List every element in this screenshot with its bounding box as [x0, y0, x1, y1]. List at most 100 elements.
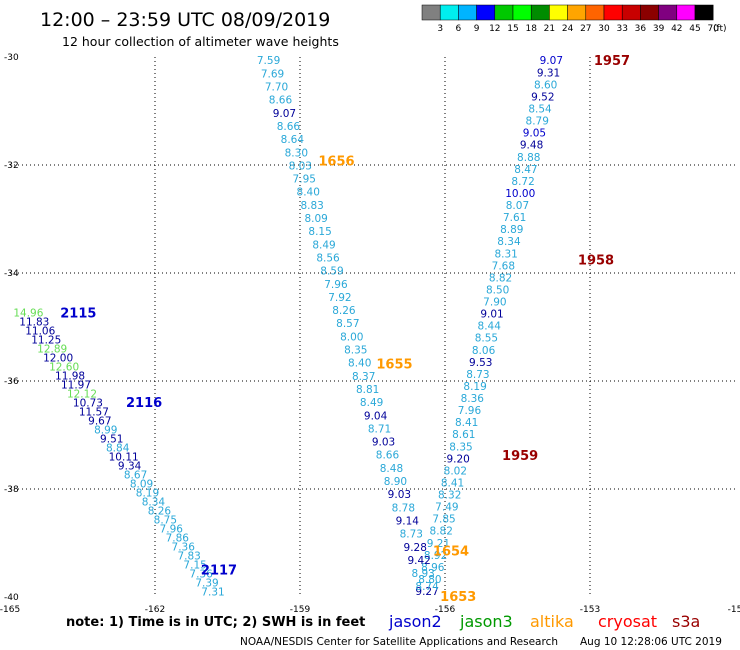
wave-height-value: 8.89: [500, 224, 523, 236]
colorbar-swatch: [512, 4, 532, 21]
x-tick-label: -165: [0, 605, 20, 615]
wave-height-value: 8.55: [475, 333, 498, 345]
colorbar-unit: (ft): [713, 24, 727, 34]
wave-height-value: 8.66: [269, 95, 293, 107]
wave-height-value: 9.67: [88, 415, 111, 427]
wave-height-value: 11.97: [61, 379, 91, 391]
wave-height-value: 12.60: [49, 361, 79, 373]
wave-height-value: 8.26: [148, 506, 172, 518]
footer-timestamp: Aug 10 12:28:06 UTC 2019: [580, 636, 722, 648]
wave-height-value: 9.42: [407, 555, 430, 567]
y-tick-label: -32: [4, 161, 19, 171]
wave-height-value: 8.59: [320, 266, 343, 278]
wave-height-value: 8.74: [415, 581, 439, 593]
colorbar-swatch: [567, 4, 587, 21]
colorbar-swatch: [658, 4, 678, 21]
pass-track: 14.9611.8311.0611.2512.8912.0012.6011.98…: [13, 307, 224, 598]
wave-height-tracks: 9.079.318.609.528.548.799.059.488.888.47…: [13, 55, 563, 598]
wave-height-value: 8.99: [94, 424, 117, 436]
time-label: 2117: [201, 563, 237, 578]
colorbar-swatch: [694, 4, 714, 21]
wave-height-value: 8.47: [514, 164, 537, 176]
wave-height-value: 11.25: [31, 334, 61, 346]
wave-height-value: 8.19: [136, 488, 159, 500]
pass-track: 9.079.318.609.528.548.799.059.488.888.47…: [415, 55, 563, 598]
colorbar-tick-label: 18: [525, 24, 537, 34]
wave-height-value: 11.57: [79, 406, 109, 418]
colorbar-tick-label: 24: [562, 24, 574, 34]
time-label: 1656: [318, 155, 354, 170]
wave-height-value: 8.90: [384, 476, 407, 488]
wave-height-value: 8.35: [344, 345, 367, 357]
colorbar-tick-label: 15: [507, 24, 518, 34]
colorbar-swatch: [585, 4, 605, 21]
wave-height-value: 8.31: [494, 248, 517, 260]
wave-height-value: 8.09: [304, 213, 327, 225]
colorbar-tick-label: 6: [456, 24, 462, 34]
colorbar-tick-label: 21: [544, 24, 555, 34]
wave-height-value: 9.27: [415, 586, 438, 598]
chart-title: 12:00 – 23:59 UTC 08/09/2019: [40, 9, 330, 31]
colorbar-tick-label: 70: [707, 24, 719, 34]
y-tick-label: -36: [4, 377, 19, 387]
wave-height-value: 8.67: [124, 470, 147, 482]
colorbar-tick-label: 36: [635, 24, 647, 34]
time-label: 2116: [126, 396, 162, 411]
y-tick-label: -34: [4, 269, 19, 279]
colorbar-tick-label: 9: [474, 24, 480, 34]
wave-height-value: 8.82: [489, 272, 512, 284]
wave-height-value: 8.09: [130, 479, 153, 491]
wave-height-value: 8.84: [106, 443, 130, 455]
wave-height-value: 8.66: [376, 450, 400, 462]
wave-height-value: 7.85: [432, 514, 455, 526]
wave-height-value: 9.03: [388, 489, 411, 501]
colorbar-tick-label: 12: [489, 24, 500, 34]
wave-height-value: 8.34: [497, 236, 521, 248]
wave-height-value: 7.96: [324, 279, 348, 291]
wave-height-value: 9.05: [523, 128, 546, 140]
wave-height-value: 10.00: [505, 188, 535, 200]
wave-height-value: 12.12: [67, 388, 97, 400]
pass-track: 7.597.697.708.669.078.668.648.308.037.95…: [257, 55, 439, 593]
wave-height-value: 8.41: [455, 417, 478, 429]
wave-height-value: 8.44: [478, 321, 502, 333]
wave-height-value: 7.95: [293, 174, 316, 186]
wave-height-value: 7.61: [503, 212, 526, 224]
wave-height-value: 9.31: [537, 67, 560, 79]
wave-height-value: 7.69: [261, 68, 284, 80]
wave-height-value: 8.75: [154, 515, 177, 527]
wave-height-value: 8.93: [411, 568, 434, 580]
wave-height-value: 8.79: [526, 116, 549, 128]
wave-height-value: 8.81: [356, 384, 379, 396]
colorbar-tick-label: 42: [671, 24, 682, 34]
wave-height-value: 9.48: [520, 140, 543, 152]
chart-grid: [10, 57, 735, 597]
colorbar-swatch: [421, 4, 441, 21]
wave-height-value: 7.92: [328, 292, 351, 304]
time-label: 1655: [376, 358, 412, 373]
wave-height-value: 8.36: [461, 393, 485, 405]
legend-item: s3a: [672, 612, 700, 631]
wave-height-value: 8.00: [340, 331, 363, 343]
colorbar-tick-label: 33: [616, 24, 627, 34]
legend-item: jason2: [388, 612, 442, 631]
colorbar-tick-label: 27: [580, 24, 591, 34]
satellite-legend: jason2 jason3 altika cryosat s3a: [388, 612, 700, 631]
wave-height-value: 8.96: [421, 562, 445, 574]
wave-height-value: 8.19: [463, 381, 486, 393]
colorbar-swatch: [476, 4, 496, 21]
time-labels: 1957 1958 1959 1656 1655 1654 1653 2115 2116 2117: [60, 54, 630, 605]
wave-height-value: 8.30: [285, 147, 308, 159]
wave-height-value: 8.78: [392, 502, 415, 514]
wave-height-value: 8.06: [472, 345, 496, 357]
time-label: 2115: [60, 306, 96, 321]
colorbar-tick-label: 45: [689, 24, 700, 34]
time-label: 1957: [594, 54, 630, 69]
wave-height-value: 9.04: [364, 410, 388, 422]
wave-height-value: 8.41: [441, 477, 464, 489]
wave-height-value: 9.34: [118, 461, 142, 473]
wave-height-value: 7.36: [172, 542, 196, 554]
wave-height-value: 7.59: [257, 55, 280, 67]
y-tick-label: -38: [4, 485, 19, 495]
wave-height-value: 8.64: [281, 134, 305, 146]
